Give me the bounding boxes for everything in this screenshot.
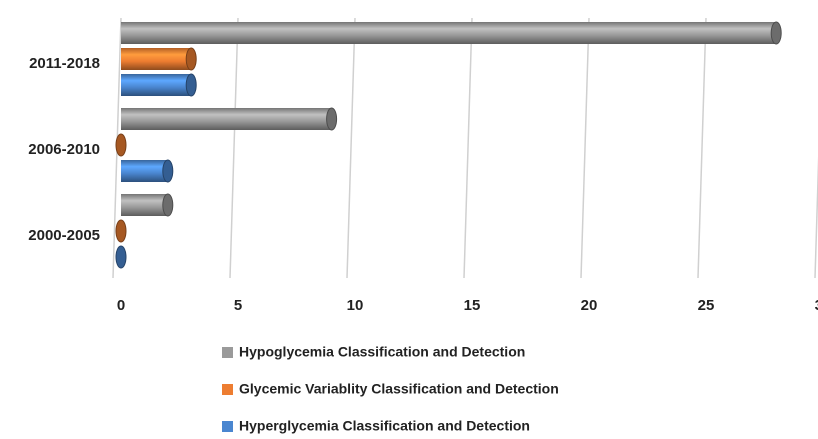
grid-line: [580, 17, 590, 279]
grid-line: [229, 17, 239, 279]
bar: [121, 108, 332, 130]
bar-cap: [326, 107, 338, 131]
grid-line: [346, 17, 356, 279]
y-tick-label: 2011-2018: [29, 55, 100, 72]
legend-label: Hyperglycemia Classification and Detecti…: [239, 418, 530, 434]
legend-label: Glycemic Variablity Classification and D…: [239, 381, 559, 397]
bar: [121, 48, 192, 70]
y-tick-label: 2006-2010: [28, 141, 100, 158]
bar: [121, 22, 777, 44]
bar: [121, 194, 168, 216]
bar-cap: [185, 47, 197, 71]
bar-cap: [162, 193, 174, 217]
grid-line: [697, 17, 707, 279]
legend-label: Hypoglycemia Classification and Detectio…: [239, 344, 525, 360]
x-tick-label: 15: [464, 297, 481, 314]
legend-swatch: [222, 347, 233, 358]
bar-cap: [115, 219, 127, 243]
x-tick-label: 30: [815, 297, 818, 314]
legend-swatch: [222, 384, 233, 395]
x-tick-label: 25: [698, 297, 715, 314]
bar-cap: [115, 245, 127, 269]
x-tick-label: 5: [234, 297, 242, 314]
bar-cap: [115, 133, 127, 157]
x-tick-label: 10: [347, 297, 364, 314]
bar: [121, 74, 192, 96]
grid-line: [463, 17, 473, 279]
bar: [121, 160, 168, 182]
bar-cap: [770, 21, 782, 45]
x-tick-label: 20: [581, 297, 598, 314]
legend-swatch: [222, 421, 233, 432]
bar-cap: [162, 159, 174, 183]
x-tick-label: 0: [117, 297, 125, 314]
bar-cap: [185, 73, 197, 97]
y-tick-label: 2000-2005: [28, 227, 100, 244]
grid-line: [814, 156, 818, 279]
